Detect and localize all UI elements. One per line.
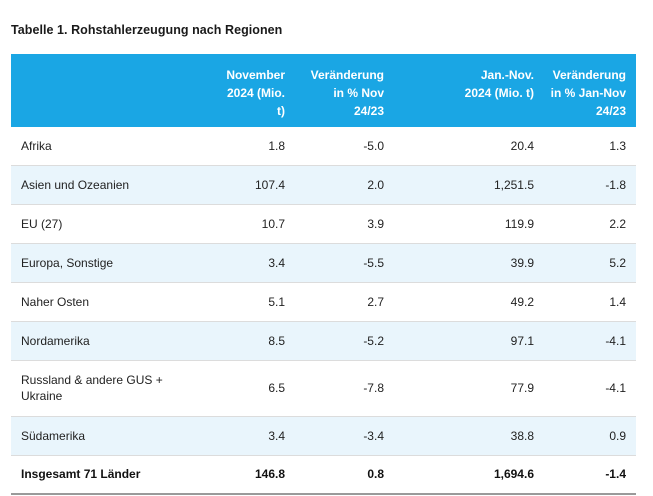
region-cell: Südamerika [11,416,189,456]
header-change-nov-line: Veränderung [310,68,384,82]
jan-nov-value: 20.4 [394,127,544,166]
november-value: 6.5 [189,360,295,417]
header-jan-nov: Jan.-Nov. 2024 (Mio. t) [394,54,544,127]
table-row: Südamerika 3.4 -3.4 38.8 0.9 [11,416,636,456]
table-row: Asien und Ozeanien 107.4 2.0 1,251.5 -1.… [11,165,636,205]
change-nov-value: -7.8 [295,360,394,417]
total-jan-nov-value: 1,694.6 [394,455,544,495]
jan-nov-value: 38.8 [394,416,544,456]
jan-nov-value: 119.9 [394,204,544,244]
header-change-nov-line: 24/23 [353,104,384,118]
table-header: November 2024 (Mio. t) Veränderung in % … [11,54,636,127]
change-jan-nov-value: 1.3 [544,127,636,166]
change-nov-value: -5.5 [295,243,394,283]
table-caption: Tabelle 1. Rohstahlerzeugung nach Region… [11,23,283,37]
header-november-line: 2024 (Mio. [226,86,285,100]
header-change-jan-nov-line: Veränderung [552,68,626,82]
header-november-line: t) [277,104,285,118]
total-label: Insgesamt 71 Länder [11,455,189,495]
jan-nov-value: 97.1 [394,321,544,361]
november-value: 5.1 [189,282,295,322]
header-november-line: November [226,68,285,82]
change-nov-value: -5.0 [295,127,394,166]
table-row: Afrika 1.8 -5.0 20.4 1.3 [11,127,636,166]
region-cell: Russland & andere GUS + Ukraine [11,360,189,417]
header-change-jan-nov: Veränderung in % Jan-Nov 24/23 [544,54,636,127]
total-change-nov-value: 0.8 [295,455,394,495]
region-cell: Europa, Sonstige [11,243,189,283]
header-row: November 2024 (Mio. t) Veränderung in % … [11,54,636,127]
region-line: Russland & andere GUS + [21,373,163,387]
header-change-jan-nov-line: 24/23 [595,104,626,118]
change-jan-nov-value: -1.8 [544,165,636,205]
region-cell: Asien und Ozeanien [11,165,189,205]
total-november-value: 146.8 [189,455,295,495]
header-jan-nov-line: 2024 (Mio. t) [464,86,534,100]
table-body: Afrika 1.8 -5.0 20.4 1.3 Asien und Ozean… [11,127,636,495]
header-change-nov-line: in % Nov [333,86,384,100]
change-nov-value: -3.4 [295,416,394,456]
change-jan-nov-value: 2.2 [544,204,636,244]
region-cell: Nordamerika [11,321,189,361]
november-value: 3.4 [189,243,295,283]
change-nov-value: 3.9 [295,204,394,244]
region-cell: Naher Osten [11,282,189,322]
change-jan-nov-value: -4.1 [544,321,636,361]
region-cell: EU (27) [11,204,189,244]
region-cell: Afrika [11,127,189,166]
total-row: Insgesamt 71 Länder 146.8 0.8 1,694.6 -1… [11,455,636,495]
table-row: Russland & andere GUS + Ukraine 6.5 -7.8… [11,360,636,417]
change-jan-nov-value: -4.1 [544,360,636,417]
jan-nov-value: 49.2 [394,282,544,322]
november-value: 1.8 [189,127,295,166]
change-jan-nov-value: 0.9 [544,416,636,456]
jan-nov-value: 39.9 [394,243,544,283]
header-november: November 2024 (Mio. t) [189,54,295,127]
header-change-nov: Veränderung in % Nov 24/23 [295,54,394,127]
table-row: Naher Osten 5.1 2.7 49.2 1.4 [11,282,636,322]
region-line: Ukraine [21,389,63,403]
change-nov-value: 2.0 [295,165,394,205]
total-change-jan-nov-value: -1.4 [544,455,636,495]
table-row: EU (27) 10.7 3.9 119.9 2.2 [11,204,636,244]
november-value: 107.4 [189,165,295,205]
change-nov-value: 2.7 [295,282,394,322]
header-jan-nov-line: Jan.-Nov. [480,68,534,82]
november-value: 8.5 [189,321,295,361]
header-change-jan-nov-line: in % Jan-Nov [550,86,626,100]
november-value: 10.7 [189,204,295,244]
table-row: Europa, Sonstige 3.4 -5.5 39.9 5.2 [11,243,636,283]
change-jan-nov-value: 5.2 [544,243,636,283]
table-row: Nordamerika 8.5 -5.2 97.1 -4.1 [11,321,636,361]
november-value: 3.4 [189,416,295,456]
change-nov-value: -5.2 [295,321,394,361]
change-jan-nov-value: 1.4 [544,282,636,322]
jan-nov-value: 77.9 [394,360,544,417]
steel-production-table: November 2024 (Mio. t) Veränderung in % … [11,54,636,495]
header-region [11,54,189,127]
jan-nov-value: 1,251.5 [394,165,544,205]
